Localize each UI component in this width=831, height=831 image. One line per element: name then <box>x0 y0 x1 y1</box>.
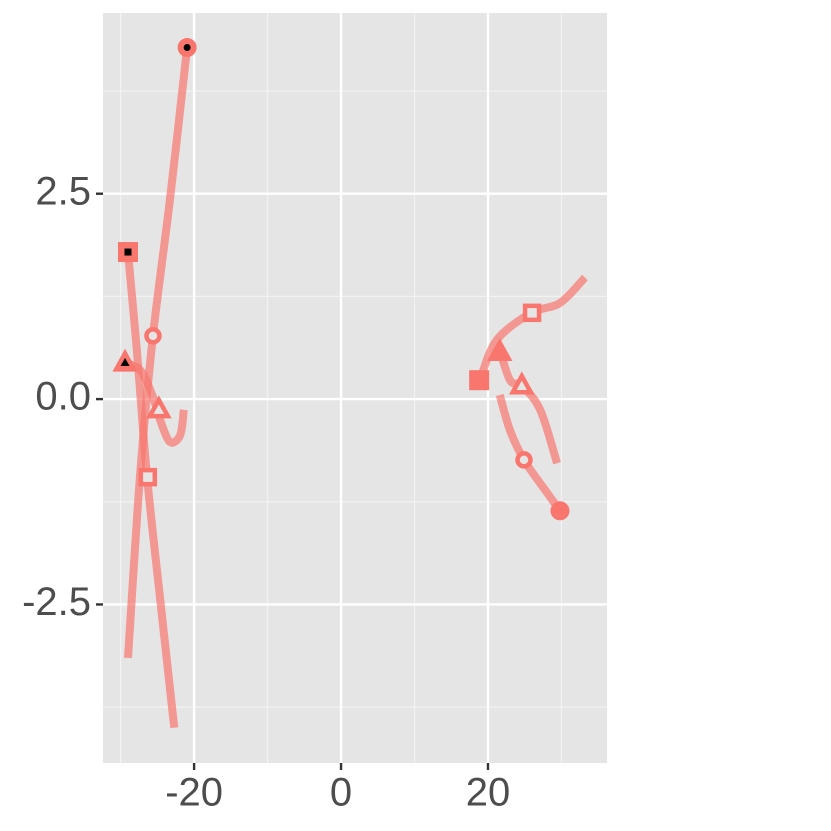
y-tick-label: 0.0 <box>35 375 91 419</box>
point-center <box>124 248 132 256</box>
point-center <box>120 357 130 366</box>
point <box>487 338 513 361</box>
x-tick-label: -20 <box>165 771 223 815</box>
x-tick-label: 20 <box>466 771 511 815</box>
y-tick-label: 2.5 <box>35 169 91 213</box>
point <box>515 451 533 469</box>
x-tick-label: 0 <box>330 771 352 815</box>
point-center <box>183 44 191 52</box>
point <box>550 501 570 521</box>
point <box>469 370 490 391</box>
point <box>138 467 158 487</box>
point <box>146 395 172 419</box>
point <box>144 327 162 345</box>
point <box>508 371 535 395</box>
point <box>522 303 542 323</box>
trajectory <box>122 359 188 447</box>
y-tick-label: -2.5 <box>22 580 91 624</box>
